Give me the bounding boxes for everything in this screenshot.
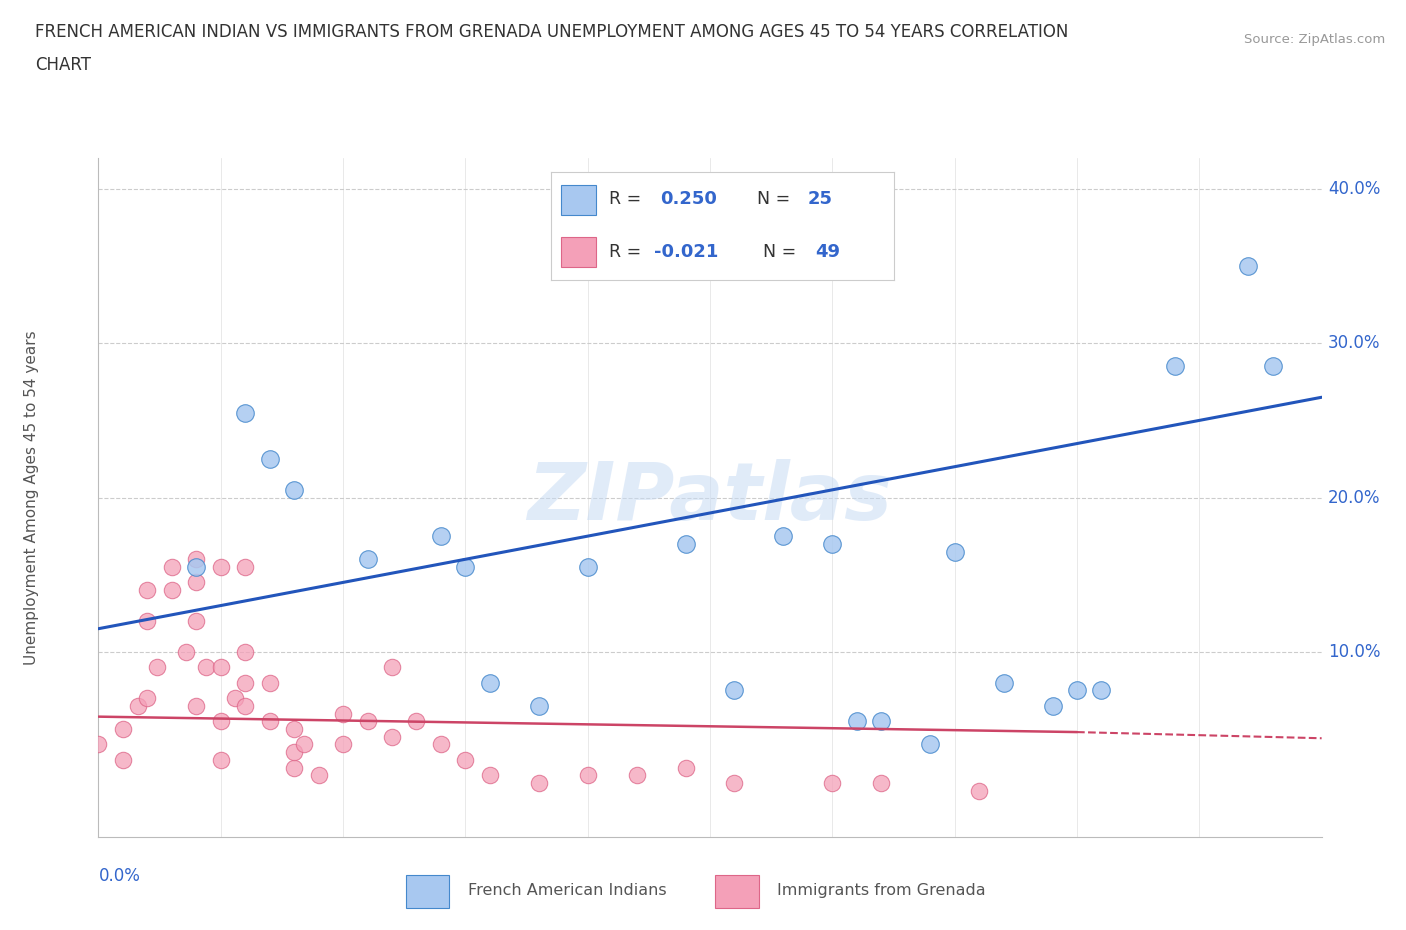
Point xyxy=(870,776,893,790)
Point xyxy=(233,698,256,713)
Point xyxy=(821,537,844,551)
Text: 10.0%: 10.0% xyxy=(1327,643,1381,661)
Point xyxy=(430,528,453,543)
Point xyxy=(478,768,501,783)
Text: 25: 25 xyxy=(808,191,832,208)
Point xyxy=(332,706,354,721)
Point xyxy=(1066,683,1088,698)
Point xyxy=(454,560,477,575)
Text: R =: R = xyxy=(609,243,641,260)
Bar xyxy=(561,237,596,267)
Point xyxy=(943,544,966,559)
Text: Unemployment Among Ages 45 to 54 years: Unemployment Among Ages 45 to 54 years xyxy=(24,330,38,665)
Point xyxy=(1261,359,1284,374)
Text: CHART: CHART xyxy=(35,56,91,73)
Point xyxy=(111,752,134,767)
Point xyxy=(332,737,354,751)
Point xyxy=(675,537,697,551)
Text: N =: N = xyxy=(763,243,797,260)
Text: ZIPatlas: ZIPatlas xyxy=(527,458,893,537)
Point xyxy=(146,660,169,675)
Point xyxy=(405,714,427,729)
Point xyxy=(454,752,477,767)
Point xyxy=(283,760,305,775)
Text: Immigrants from Grenada: Immigrants from Grenada xyxy=(778,883,986,898)
Text: 49: 49 xyxy=(814,243,839,260)
Point xyxy=(186,575,208,590)
Point xyxy=(195,660,218,675)
Point xyxy=(430,737,453,751)
Point xyxy=(224,691,246,706)
Point xyxy=(136,583,159,598)
Point xyxy=(233,675,256,690)
Point xyxy=(993,675,1015,690)
Point xyxy=(723,683,745,698)
Point xyxy=(845,714,868,729)
Point xyxy=(870,714,893,729)
Point xyxy=(186,560,208,575)
Point xyxy=(356,551,378,566)
Point xyxy=(136,614,159,629)
Point xyxy=(381,729,404,744)
Point xyxy=(1090,683,1112,698)
Point xyxy=(127,698,149,713)
Point xyxy=(186,551,208,566)
Point xyxy=(233,405,256,420)
Point xyxy=(160,583,183,598)
Point xyxy=(259,675,281,690)
Point xyxy=(136,691,159,706)
Point xyxy=(675,760,697,775)
Text: 30.0%: 30.0% xyxy=(1327,334,1381,352)
Text: 20.0%: 20.0% xyxy=(1327,488,1381,507)
Point xyxy=(527,776,550,790)
Point xyxy=(308,768,330,783)
Text: R =: R = xyxy=(609,191,641,208)
Point xyxy=(233,644,256,659)
Point xyxy=(283,745,305,760)
Point xyxy=(283,722,305,737)
Point xyxy=(478,675,501,690)
Text: FRENCH AMERICAN INDIAN VS IMMIGRANTS FROM GRENADA UNEMPLOYMENT AMONG AGES 45 TO : FRENCH AMERICAN INDIAN VS IMMIGRANTS FRO… xyxy=(35,23,1069,41)
Point xyxy=(576,560,599,575)
Point xyxy=(186,614,208,629)
Point xyxy=(209,752,232,767)
Text: 0.250: 0.250 xyxy=(661,191,717,208)
Point xyxy=(259,452,281,467)
Point xyxy=(283,483,305,498)
Point xyxy=(723,776,745,790)
Point xyxy=(87,737,110,751)
Point xyxy=(1042,698,1064,713)
Text: French American Indians: French American Indians xyxy=(468,883,666,898)
Point xyxy=(209,714,232,729)
Point xyxy=(1164,359,1187,374)
Point xyxy=(233,560,256,575)
Point xyxy=(967,783,990,798)
Point xyxy=(821,776,844,790)
Point xyxy=(111,722,134,737)
Point xyxy=(576,768,599,783)
Point xyxy=(292,737,315,751)
Point xyxy=(772,528,794,543)
Point xyxy=(209,660,232,675)
Point xyxy=(160,560,183,575)
Point xyxy=(626,768,648,783)
Text: -0.021: -0.021 xyxy=(654,243,718,260)
Point xyxy=(356,714,378,729)
Point xyxy=(186,698,208,713)
Point xyxy=(527,698,550,713)
Text: Source: ZipAtlas.com: Source: ZipAtlas.com xyxy=(1244,33,1385,46)
Point xyxy=(381,660,404,675)
Text: 0.0%: 0.0% xyxy=(98,867,141,885)
Point xyxy=(176,644,198,659)
Point xyxy=(1237,259,1260,273)
Point xyxy=(920,737,942,751)
Bar xyxy=(406,875,450,909)
Bar xyxy=(561,185,596,215)
Point xyxy=(209,560,232,575)
Text: N =: N = xyxy=(756,191,790,208)
Point xyxy=(259,714,281,729)
Text: 40.0%: 40.0% xyxy=(1327,180,1381,198)
Bar xyxy=(716,875,759,909)
